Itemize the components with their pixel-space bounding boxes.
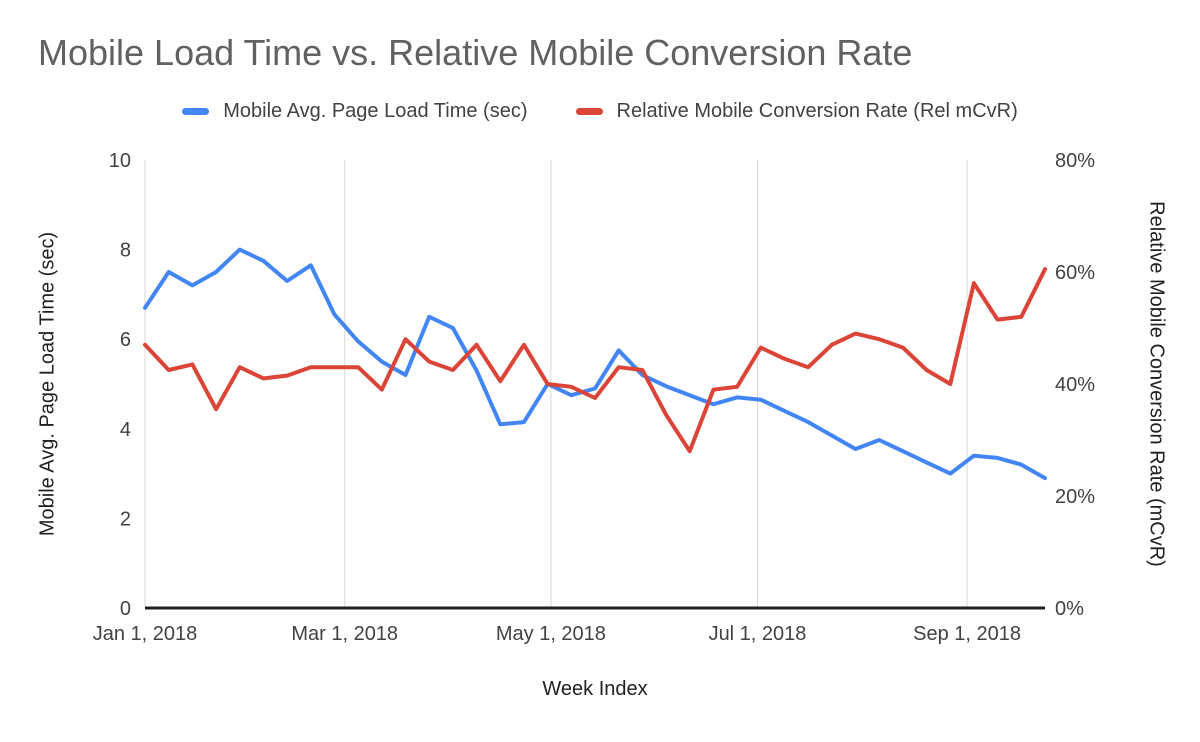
left-axis-tick-label: 10 xyxy=(109,150,131,172)
x-axis-tick-label: Jul 1, 2018 xyxy=(709,623,807,645)
legend-item-conversion-rate[interactable]: Relative Mobile Conversion Rate (Rel mCv… xyxy=(575,100,1018,123)
right-axis-tick-label: 60% xyxy=(1055,262,1095,284)
right-axis-tick-label: 80% xyxy=(1055,150,1095,172)
chart-legend: Mobile Avg. Page Load Time (sec) Relativ… xyxy=(0,100,1200,123)
series-line-conversion-rate xyxy=(143,267,1047,454)
right-axis-tick-label: 20% xyxy=(1055,486,1095,508)
right-axis-tick-label: 40% xyxy=(1055,374,1095,396)
x-axis-tick-label: Mar 1, 2018 xyxy=(291,623,398,645)
right-axis-tick-label: 0% xyxy=(1055,598,1084,620)
legend-label-load-time: Mobile Avg. Page Load Time (sec) xyxy=(223,100,528,122)
x-axis-tick-label: Jan 1, 2018 xyxy=(93,623,198,645)
legend-marker-conversion-rate-icon xyxy=(575,108,603,115)
left-axis-tick-label: 6 xyxy=(120,329,131,351)
legend-item-load-time[interactable]: Mobile Avg. Page Load Time (sec) xyxy=(182,100,528,123)
x-axis-tick-label: Sep 1, 2018 xyxy=(913,623,1021,645)
left-axis-tick-label: 2 xyxy=(120,508,131,530)
left-axis-tick-label: 8 xyxy=(120,240,131,262)
x-axis-tick-label: May 1, 2018 xyxy=(496,623,606,645)
legend-marker-load-time-icon xyxy=(182,108,210,115)
left-axis-tick-label: 4 xyxy=(120,419,131,441)
chart-title: Mobile Load Time vs. Relative Mobile Con… xyxy=(38,32,913,73)
left-axis-tick-label: 0 xyxy=(120,598,131,620)
x-axis-title: Week Index xyxy=(542,678,648,700)
legend-label-conversion-rate: Relative Mobile Conversion Rate (Rel mCv… xyxy=(616,100,1018,122)
series-line-load-time xyxy=(143,247,1047,481)
